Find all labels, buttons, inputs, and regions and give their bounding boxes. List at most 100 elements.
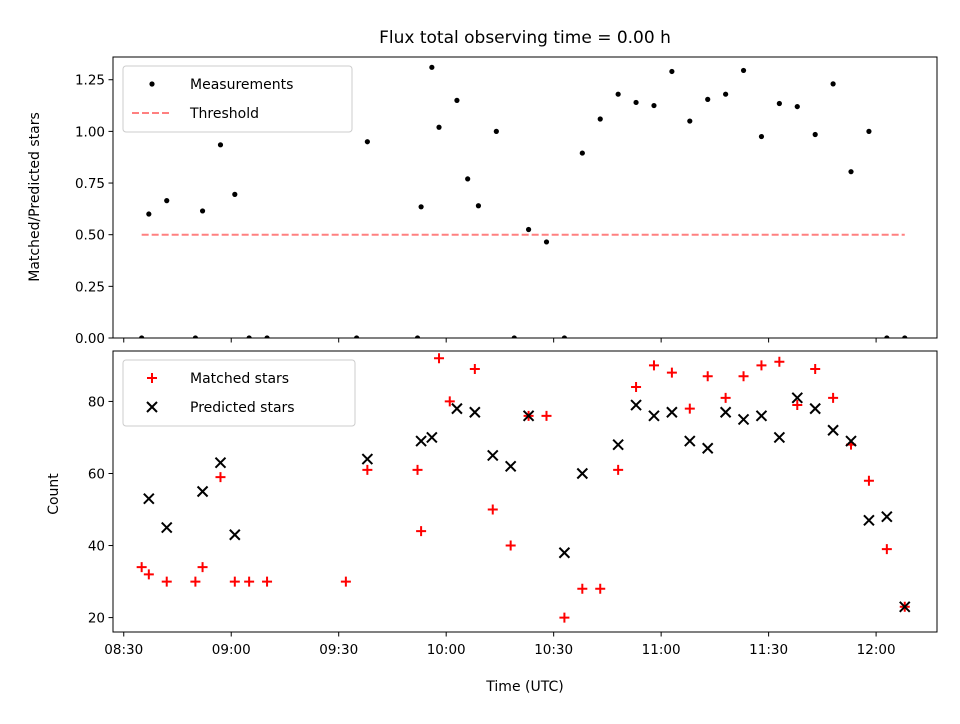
matched-stars-marker xyxy=(613,464,624,475)
measurements-point xyxy=(436,124,442,130)
predicted-stars-marker xyxy=(773,431,786,444)
predicted-stars-marker xyxy=(719,406,732,418)
measurements-point xyxy=(866,128,872,134)
measurements-point xyxy=(475,203,482,209)
measurements-point xyxy=(830,81,836,87)
measurements-point xyxy=(884,335,890,338)
matched-stars-marker xyxy=(810,364,821,375)
predicted-stars-marker xyxy=(229,529,241,541)
measurements-point xyxy=(812,131,818,138)
measurements-point xyxy=(232,191,238,198)
matched-stars-marker xyxy=(720,392,731,403)
measurements-point xyxy=(264,335,270,338)
measurements-point xyxy=(354,335,360,338)
top-plot-area xyxy=(139,64,908,338)
predicted-stars-marker xyxy=(487,449,499,462)
y-tick-label: 0.25 xyxy=(75,279,105,295)
matched-stars-marker xyxy=(434,353,445,364)
y-tick-label: 1.25 xyxy=(75,73,105,89)
legend-box xyxy=(122,65,353,133)
predicted-stars-marker xyxy=(361,453,374,465)
legend-swatch-measurements xyxy=(149,81,155,87)
x-tick-label: 11:00 xyxy=(642,642,681,658)
legend-label-matched-stars: Matched stars xyxy=(190,371,289,387)
bottom-legend: Matched stars Predicted stars xyxy=(122,359,356,427)
matched-stars-marker xyxy=(190,576,201,587)
measurements-point xyxy=(561,335,568,338)
predicted-stars-marker xyxy=(630,399,642,411)
bottom-panel: Time (UTC) Count 20 40 60 80 08:30 09:00 09:30… xyxy=(46,350,938,695)
predicted-stars-marker xyxy=(576,467,589,480)
matched-stars-marker xyxy=(229,576,240,587)
measurements-point xyxy=(199,208,206,214)
legend-box xyxy=(122,359,356,427)
matched-stars-marker xyxy=(197,562,208,573)
matched-stars-marker xyxy=(412,464,423,475)
measurements-point xyxy=(493,128,499,134)
predicted-stars-marker xyxy=(196,485,209,498)
matched-stars-marker xyxy=(631,382,642,393)
measurements-point xyxy=(758,133,765,140)
top-panel: Flux total observing time = 0.00 h Match… xyxy=(27,28,938,347)
measurements-point xyxy=(902,335,908,338)
predicted-stars-marker xyxy=(845,435,857,447)
matched-stars-marker xyxy=(362,464,373,475)
predicted-stars-marker xyxy=(827,424,839,436)
legend-label-threshold: Threshold xyxy=(189,106,259,122)
matched-stars-marker xyxy=(738,371,749,382)
measurements-point xyxy=(543,239,550,245)
measurements-point xyxy=(615,91,621,97)
top-axes-frame xyxy=(112,56,938,339)
x-tick-label: 10:30 xyxy=(534,642,573,658)
measurements-point xyxy=(848,169,854,175)
matched-stars-marker xyxy=(648,360,659,371)
matched-stars-marker xyxy=(756,360,767,371)
measurements-point xyxy=(414,335,421,338)
y-tick-label: 1.00 xyxy=(75,124,105,140)
measurements-point xyxy=(633,99,639,106)
matched-stars-marker xyxy=(541,410,552,421)
x-tick-label: 09:30 xyxy=(319,642,358,658)
measurements-point xyxy=(454,97,460,103)
matched-stars-marker xyxy=(262,576,273,587)
matched-stars-marker xyxy=(577,583,588,594)
legend-swatch-matched-stars xyxy=(147,373,157,383)
measurements-point xyxy=(651,102,657,109)
predicted-stars-marker xyxy=(469,406,481,418)
measurements-point xyxy=(364,139,370,145)
measurements-point xyxy=(776,100,782,107)
measurements-point xyxy=(246,335,252,338)
predicted-stars-marker xyxy=(648,410,660,422)
predicted-stars-marker xyxy=(558,547,571,559)
measurements-point xyxy=(511,335,517,338)
predicted-stars-marker xyxy=(863,514,875,527)
predicted-stars-marker xyxy=(161,521,173,534)
predicted-stars-marker xyxy=(451,402,463,415)
measurements-point xyxy=(740,67,747,74)
legend-label-measurements: Measurements xyxy=(190,77,293,93)
predicted-stars-marker xyxy=(809,402,821,415)
y-tick-label: 0.50 xyxy=(75,228,105,244)
chart-title: Flux total observing time = 0.00 h xyxy=(379,28,671,48)
matched-stars-marker xyxy=(444,396,455,407)
matched-stars-marker xyxy=(143,569,154,580)
matched-stars-marker xyxy=(863,475,874,486)
matched-stars-marker xyxy=(505,540,516,551)
x-tick-label: 11:30 xyxy=(749,642,788,658)
matched-stars-marker xyxy=(881,544,892,555)
predicted-stars-marker xyxy=(415,435,427,447)
y-tick-label: 20 xyxy=(88,611,105,627)
matched-stars-marker xyxy=(161,576,172,587)
measurements-point xyxy=(579,150,585,156)
predicted-stars-marker xyxy=(612,438,624,451)
matched-stars-marker xyxy=(340,576,351,587)
x-tick-label: 09:00 xyxy=(212,642,251,658)
measurements-point xyxy=(669,68,675,75)
legend-swatch-predicted-stars xyxy=(146,401,158,413)
matched-stars-marker xyxy=(416,526,427,537)
measurements-point xyxy=(705,96,711,102)
matched-stars-marker xyxy=(828,392,839,403)
predicted-stars-marker xyxy=(426,431,438,444)
matched-stars-marker xyxy=(487,504,498,515)
